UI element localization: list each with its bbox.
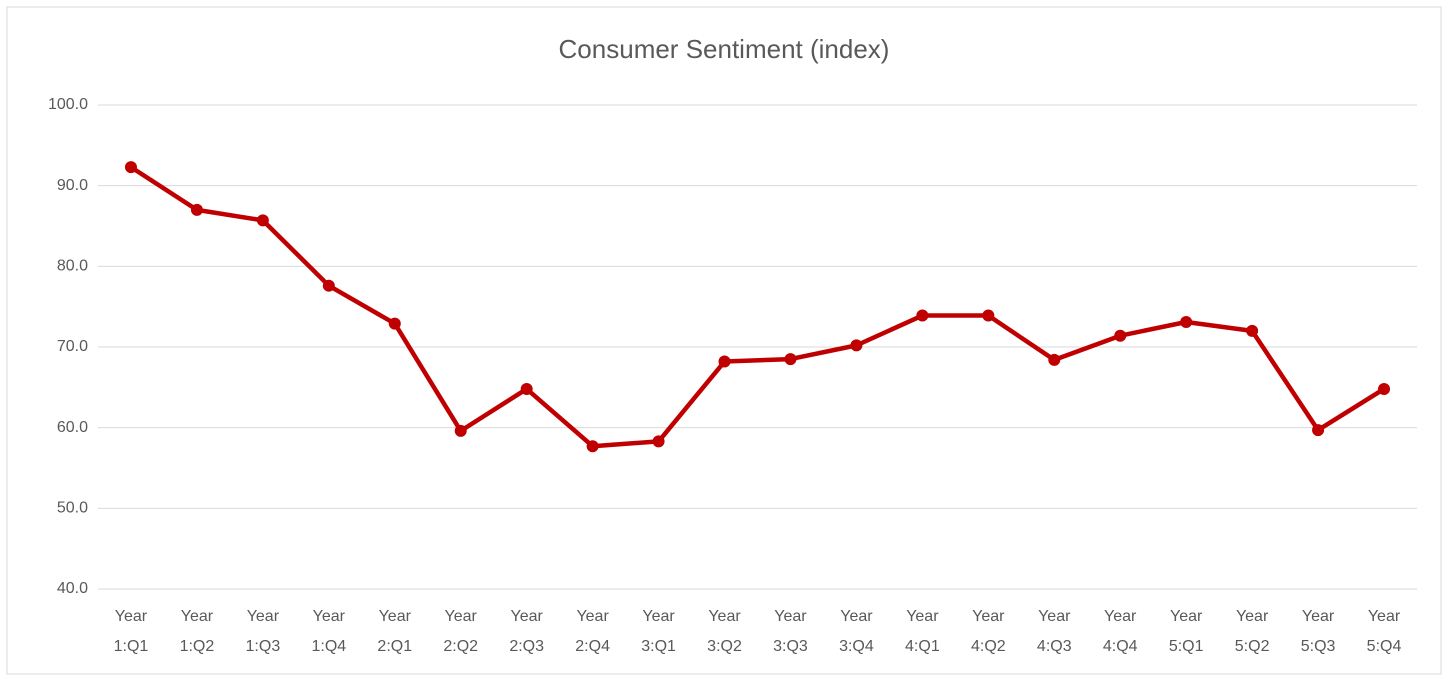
data-point	[784, 353, 797, 366]
data-point	[388, 317, 401, 330]
x-tick-label: Year 5:Q3	[1300, 608, 1336, 655]
data-point	[124, 161, 137, 174]
x-tick-label: Year 5:Q2	[1234, 608, 1270, 655]
y-tick-label: 90.0	[57, 177, 88, 194]
data-point	[652, 435, 665, 448]
x-tick-label: Year 2:Q1	[377, 608, 413, 655]
data-point	[718, 355, 731, 368]
x-tick-label: Year 4:Q4	[1102, 608, 1138, 655]
x-tick-label: Year 3:Q4	[839, 608, 874, 655]
data-point	[454, 424, 467, 437]
y-tick-label: 60.0	[57, 419, 88, 436]
x-tick-label: Year 2:Q3	[509, 608, 545, 655]
data-point	[1048, 353, 1061, 366]
x-tick-label: Year 4:Q1	[905, 608, 940, 655]
y-tick-label: 70.0	[57, 338, 88, 355]
x-tick-label: Year 1:Q3	[245, 608, 281, 655]
x-tick-label: Year 1:Q2	[179, 608, 215, 655]
x-tick-label: Year 2:Q2	[443, 608, 479, 655]
x-tick-label: Year 2:Q4	[575, 608, 610, 655]
data-point	[850, 339, 863, 352]
x-tick-label: Year 3:Q1	[641, 608, 676, 655]
y-tick-label: 40.0	[57, 580, 88, 597]
data-point	[586, 440, 599, 453]
data-point	[1246, 324, 1259, 337]
data-point	[322, 279, 335, 292]
x-tick-label: Year 5:Q4	[1366, 608, 1402, 655]
chart-title: Consumer Sentiment (index)	[559, 34, 890, 64]
data-point	[1114, 329, 1127, 342]
data-point	[1180, 315, 1193, 328]
x-tick-label: Year 4:Q3	[1036, 608, 1072, 655]
data-point	[256, 214, 269, 227]
data-point	[1378, 382, 1391, 395]
data-line	[129, 165, 1386, 449]
data-point	[190, 203, 203, 216]
x-tick-label: Year 1:Q1	[113, 608, 149, 655]
data-point	[520, 382, 533, 395]
data-point	[1312, 424, 1325, 437]
y-tick-label: 50.0	[57, 500, 88, 517]
x-tick-label: Year 3:Q2	[707, 608, 742, 655]
x-tick-label: Year 5:Q1	[1168, 608, 1204, 655]
y-tick-label: 80.0	[57, 258, 88, 275]
x-tick-label: Year 4:Q2	[970, 608, 1006, 655]
data-point	[916, 309, 929, 322]
x-tick-label: Year 3:Q3	[773, 608, 808, 655]
chart-border	[6, 6, 1442, 675]
y-tick-label: 100.0	[48, 96, 88, 113]
data-point	[982, 309, 995, 322]
x-tick-label: Year 1:Q4	[311, 608, 347, 655]
